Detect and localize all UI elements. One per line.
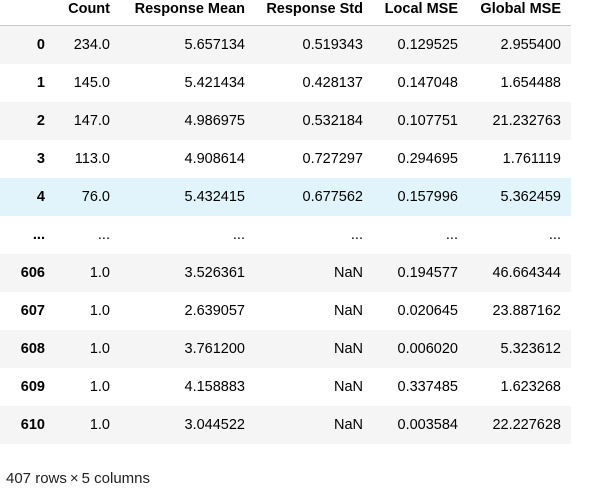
row-index: 2 [36, 113, 45, 129]
cell-response-std: 0.519343 [302, 37, 363, 53]
dataframe-output: Count Response Mean Response Std Local M… [0, 0, 571, 444]
cell-count: 1.0 [89, 379, 110, 395]
cell-response-mean: 3.526361 [184, 265, 245, 281]
cell-local-mse: ... [445, 227, 458, 243]
row-index: 606 [20, 265, 45, 281]
cell-response-mean: 4.158883 [184, 379, 245, 395]
table-row: 607 1.0 2.639057 NaN 0.020645 23.887162 [0, 292, 571, 330]
row-index: 4 [36, 189, 45, 205]
cell-response-mean: 3.044522 [184, 417, 245, 433]
table-row: 606 1.0 3.526361 NaN 0.194577 46.664344 [0, 254, 571, 292]
row-index: 607 [20, 303, 45, 319]
cell-count: ... [97, 227, 110, 243]
rows-label: rows [35, 470, 67, 487]
cell-response-std: 0.532184 [302, 113, 363, 129]
cell-local-mse: 0.337485 [397, 379, 458, 395]
cell-local-mse: 0.129525 [397, 37, 458, 53]
cell-global-mse: 46.664344 [492, 265, 561, 281]
row-index: 1 [36, 75, 45, 91]
column-header-response-std: Response Std [255, 0, 373, 26]
cell-local-mse: 0.003584 [397, 417, 458, 433]
table-row: 3 113.0 4.908614 0.727297 0.294695 1.761… [0, 140, 571, 178]
cell-response-mean: ... [232, 227, 245, 243]
cell-global-mse: 23.887162 [492, 303, 561, 319]
cell-response-std: NaN [333, 341, 363, 357]
table-row-ellipsis: ... ... ... ... ... ... [0, 216, 571, 254]
table-header: Count Response Mean Response Std Local M… [0, 0, 571, 26]
cell-local-mse: 0.194577 [397, 265, 458, 281]
dataframe-table: Count Response Mean Response Std Local M… [0, 0, 571, 444]
table-row-highlighted: 4 76.0 5.432415 0.677562 0.157996 5.3624… [0, 178, 571, 216]
cell-local-mse: 0.147048 [397, 75, 458, 91]
cell-global-mse: 1.623268 [500, 379, 561, 395]
table-row: 1 145.0 5.421434 0.428137 0.147048 1.654… [0, 64, 571, 102]
cell-response-mean: 2.639057 [184, 303, 245, 319]
cell-response-std: ... [350, 227, 363, 243]
cell-count: 145.0 [73, 75, 110, 91]
column-header-response-mean: Response Mean [120, 0, 255, 26]
cell-response-std: 0.677562 [302, 189, 363, 205]
cell-response-mean: 4.908614 [184, 151, 245, 167]
index-header [0, 0, 55, 26]
cell-global-mse: 22.227628 [492, 417, 561, 433]
cell-global-mse: 5.362459 [500, 189, 561, 205]
dataframe-shape-footer: 407 rows × 5 columns [6, 470, 150, 487]
rows-count: 407 [6, 470, 32, 487]
column-header-local-mse: Local MSE [373, 0, 468, 26]
cell-global-mse: 2.955400 [500, 37, 561, 53]
cell-global-mse: 1.654488 [500, 75, 561, 91]
cell-global-mse: 21.232763 [492, 113, 561, 129]
row-index: 610 [20, 417, 45, 433]
cell-global-mse: 5.323612 [500, 341, 561, 357]
cell-response-mean: 3.761200 [184, 341, 245, 357]
cell-local-mse: 0.006020 [397, 341, 458, 357]
cell-count: 1.0 [89, 265, 110, 281]
cell-response-mean: 5.657134 [184, 37, 245, 53]
column-header-global-mse: Global MSE [468, 0, 571, 26]
cell-response-std: NaN [333, 303, 363, 319]
cell-response-mean: 5.432415 [184, 189, 245, 205]
cell-response-std: 0.428137 [302, 75, 363, 91]
cell-count: 1.0 [89, 417, 110, 433]
table-row: 0 234.0 5.657134 0.519343 0.129525 2.955… [0, 25, 571, 64]
table-row: 2 147.0 4.986975 0.532184 0.107751 21.23… [0, 102, 571, 140]
times-sign: × [69, 470, 79, 487]
row-index: 0 [36, 37, 45, 53]
cell-global-mse: ... [548, 227, 561, 243]
cell-global-mse: 1.761119 [502, 151, 561, 167]
cell-count: 147.0 [73, 113, 110, 129]
cell-count: 113.0 [74, 151, 110, 167]
row-index: 609 [20, 379, 45, 395]
column-header-count: Count [55, 0, 120, 26]
cell-response-mean: 4.986975 [184, 113, 245, 129]
table-row: 609 1.0 4.158883 NaN 0.337485 1.623268 [0, 368, 571, 406]
table-row: 610 1.0 3.044522 NaN 0.003584 22.227628 [0, 406, 571, 444]
cell-response-std: 0.727297 [302, 151, 363, 167]
cell-response-std: NaN [333, 265, 363, 281]
cell-response-std: NaN [333, 417, 363, 433]
columns-count: 5 [81, 470, 90, 487]
cell-local-mse: 0.020645 [397, 303, 458, 319]
row-index: 3 [36, 151, 45, 167]
cell-response-mean: 5.421434 [184, 75, 245, 91]
table-body: 0 234.0 5.657134 0.519343 0.129525 2.955… [0, 25, 571, 444]
cell-response-std: NaN [333, 379, 363, 395]
row-index: ... [32, 227, 45, 243]
cell-local-mse: 0.107751 [397, 113, 458, 129]
cell-count: 76.0 [81, 189, 110, 205]
row-index: 608 [20, 341, 45, 357]
cell-local-mse: 0.294695 [397, 151, 458, 167]
table-row: 608 1.0 3.761200 NaN 0.006020 5.323612 [0, 330, 571, 368]
cell-local-mse: 0.157996 [397, 189, 458, 205]
cell-count: 1.0 [89, 341, 110, 357]
columns-label: columns [94, 470, 151, 487]
cell-count: 234.0 [73, 37, 110, 53]
cell-count: 1.0 [89, 303, 110, 319]
header-row: Count Response Mean Response Std Local M… [0, 0, 571, 26]
